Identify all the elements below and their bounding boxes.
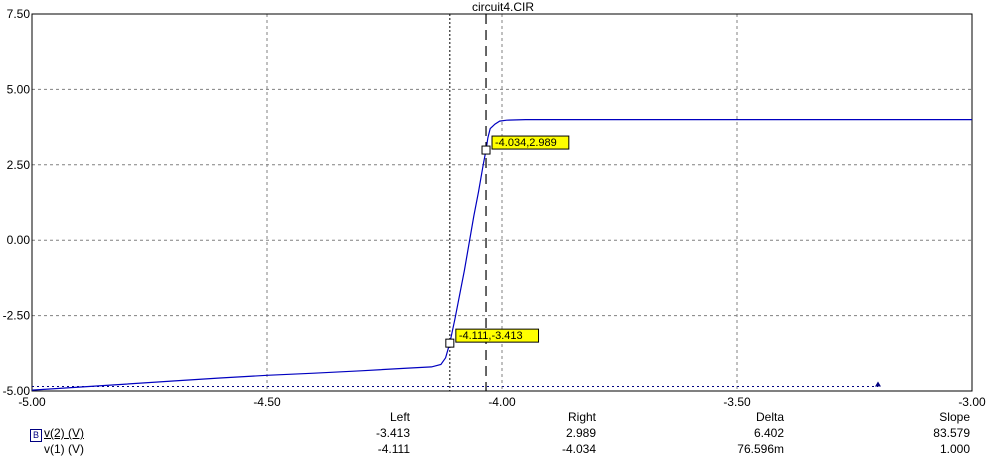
readout-row-v1-right: -4.034: [561, 442, 596, 456]
series-select-box[interactable]: B: [30, 429, 42, 442]
left-cursor-value-tag: [455, 328, 540, 343]
series-line-v2: [31, 118, 972, 391]
tracer-line: [32, 381, 881, 387]
readout-row-v2-slope: 83.579: [933, 426, 970, 440]
axis-ticks: -5.00 -4.50 -4.00 -3.50 -3.00 7.50 5.00 2.50 0.0…: [3, 7, 986, 409]
plot-frame: [31, 13, 973, 392]
chart-title: circuit4.CIR: [472, 0, 534, 14]
y-tick-label: 0.00: [7, 233, 31, 247]
left-cursor-value-label: -4.111,-3.413: [459, 330, 523, 342]
chart: -5.00 -4.50 -4.00 -3.50 -3.00 7.50 5.00 2.50 0.0…: [3, 0, 986, 409]
header-left: Left: [389, 410, 410, 424]
grid: [32, 14, 972, 391]
header-slope: Slope: [939, 410, 970, 424]
readout-row-v2-left: -3.413: [375, 426, 410, 440]
tracer-marker[interactable]: [875, 381, 881, 387]
left-cursor-point-marker[interactable]: [445, 338, 455, 348]
readout-row-v1-delta: 76.596m: [737, 442, 784, 456]
header-right: Right: [567, 410, 596, 424]
x-tick-label: -5.00: [18, 395, 46, 409]
right-cursor-value-tag: [491, 135, 570, 150]
readout-row-v2-right: 2.989: [565, 426, 596, 440]
y-tick-label: 5.00: [7, 82, 31, 96]
header-delta: Delta: [755, 410, 784, 424]
y-tick-label: -5.00: [3, 384, 31, 398]
x-tick-label: -4.00: [488, 395, 516, 409]
readout-row-v1-left: -4.111: [377, 442, 410, 456]
right-cursor-value-label: -4.034,2.989: [495, 137, 557, 149]
readout-row-v1-slope: 1.000: [939, 442, 970, 456]
readout-row-v2-delta: 6.402: [753, 426, 784, 440]
y-tick-label: 7.50: [7, 7, 31, 21]
y-tick-label: -2.50: [3, 309, 31, 323]
right-cursor-point-marker[interactable]: [481, 145, 491, 155]
readout-row-v1-name[interactable]: v(1) (V): [44, 442, 84, 456]
x-tick-label: -3.00: [958, 395, 986, 409]
x-tick-label: -3.50: [723, 395, 751, 409]
y-tick-label: 2.50: [7, 158, 31, 172]
series-layer: [31, 118, 972, 391]
x-tick-label: -4.50: [253, 395, 281, 409]
cursors[interactable]: -4.111,-3.413 -4.034,2.989: [445, 14, 570, 391]
